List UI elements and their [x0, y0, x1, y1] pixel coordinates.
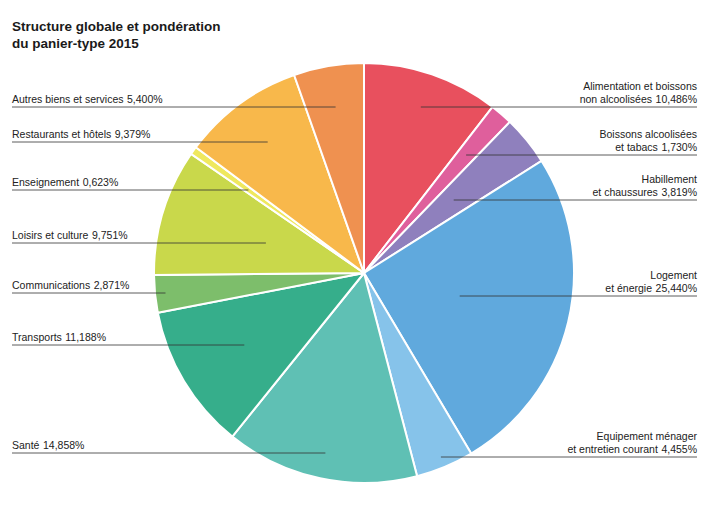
leader-line — [460, 296, 697, 297]
value-label: 2,871% — [94, 279, 130, 291]
slice — [294, 63, 364, 273]
value-label: 3,819% — [661, 186, 697, 198]
label: Habillement — [642, 173, 698, 185]
labels: Alimentation et boissonsnon alcoolisées 1… — [12, 80, 697, 457]
label: et entretien courant4,455% — [567, 443, 697, 455]
category-label: Autres biens et services — [12, 93, 123, 105]
category-label: Loisirs et culture — [12, 229, 89, 241]
value-label: 0,623% — [83, 176, 119, 188]
label: Logement — [650, 269, 697, 281]
value-label: 10,486% — [656, 93, 697, 105]
label: Alimentation et boissons — [583, 80, 697, 92]
label: et chaussures3,819% — [593, 186, 698, 198]
category-label: et tabacs — [615, 141, 658, 153]
title-line: Structure globale et pondération — [12, 19, 221, 34]
value-label: 4,455% — [661, 443, 697, 455]
label: Restaurants et hôtels 9,379% — [12, 128, 150, 140]
title-line: du panier-type 2015 — [12, 36, 139, 51]
category-label: Boissons alcoolisées — [600, 128, 697, 140]
label: Boissons alcoolisées — [600, 128, 697, 140]
leader-line — [12, 453, 325, 454]
leader-line — [12, 190, 248, 191]
leader-line — [12, 142, 268, 143]
value-label: 9,379% — [115, 128, 151, 140]
value-label: 1,730% — [661, 141, 697, 153]
leader-line — [421, 107, 697, 108]
category-label: Santé — [12, 439, 40, 451]
value-label: 11,188% — [65, 331, 106, 343]
slice — [154, 273, 364, 313]
category-label: et énergie — [605, 282, 652, 294]
label: Loisirs et culture9,751% — [12, 229, 128, 241]
leader-line — [454, 200, 697, 201]
leader-line — [12, 107, 336, 108]
label: Transports11,188% — [12, 331, 106, 343]
leader-line — [441, 457, 697, 458]
category-label: Habillement — [642, 173, 698, 185]
value-label: 25,440% — [656, 282, 697, 294]
label: Equipement ménager — [597, 430, 698, 442]
leader-line — [12, 293, 166, 294]
category-label: et chaussures — [593, 186, 658, 198]
label: Santé14,858% — [12, 439, 84, 451]
category-label: Restaurants et hôtels — [12, 128, 111, 140]
value-label: 9,751% — [92, 229, 128, 241]
category-label: Communications — [12, 279, 90, 291]
label: non alcoolisées 10,486% — [580, 93, 697, 105]
label: Autres biens et services 5,400% — [12, 93, 163, 105]
label: Communications 2,871% — [12, 279, 129, 291]
leader-line — [12, 345, 244, 346]
label: et énergie 25,440% — [605, 282, 697, 294]
leader-line — [466, 155, 697, 156]
category-label: Transports — [12, 331, 62, 343]
title: Structure globale et pondération du panie… — [12, 19, 221, 51]
label: et tabacs1,730% — [615, 141, 697, 153]
category-label: Enseignement — [12, 176, 79, 188]
category-label: Logement — [650, 269, 697, 281]
value-label: 5,400% — [127, 93, 163, 105]
value-label: 14,858% — [43, 439, 84, 451]
chart: Structure globale et pondération du panie… — [0, 0, 717, 506]
leader-line — [12, 243, 266, 244]
label: Enseignement 0,623% — [12, 176, 118, 188]
pie — [154, 63, 574, 483]
category-label: Alimentation et boissons — [583, 80, 697, 92]
category-label: Equipement ménager — [597, 430, 698, 442]
category-label: non alcoolisées — [580, 93, 652, 105]
category-label: et entretien courant — [567, 443, 658, 455]
